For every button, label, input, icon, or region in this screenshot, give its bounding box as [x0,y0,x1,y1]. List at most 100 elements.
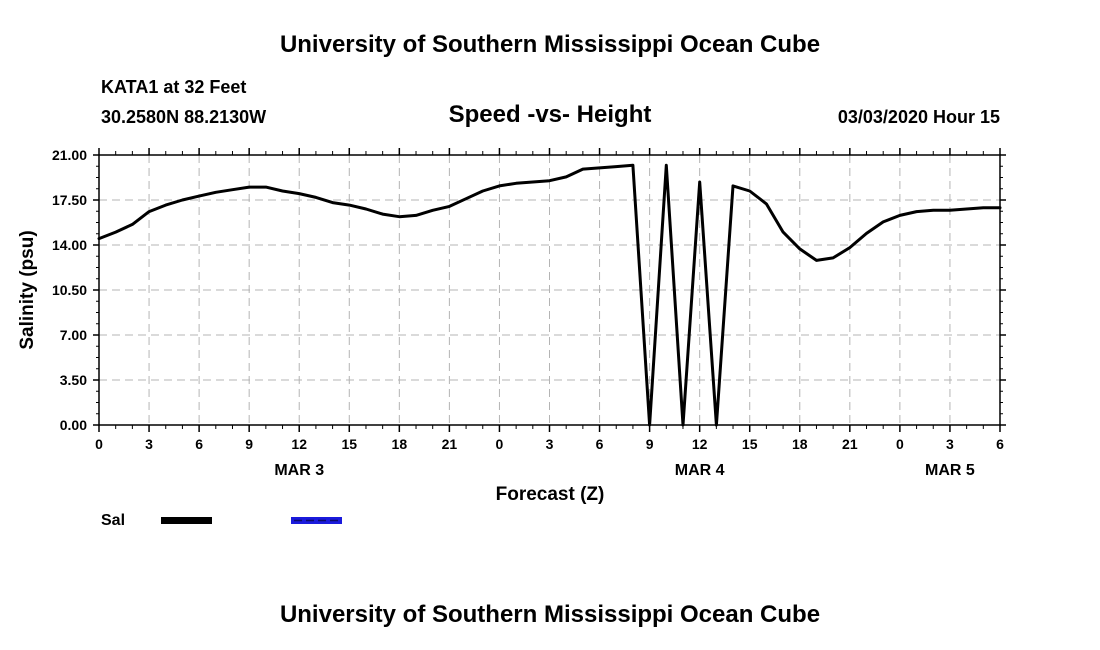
data-point [815,259,817,261]
data-point [382,213,384,215]
data-point [98,238,100,240]
x-tick-label: 3 [546,436,554,452]
data-point [131,223,133,225]
x-tick-label: 12 [291,436,307,452]
data-point [565,176,567,178]
data-point [682,424,684,426]
x-tick-label: 9 [646,436,654,452]
y-tick-label: 10.50 [52,282,87,298]
data-point [348,204,350,206]
grid-lines [99,155,1000,425]
x-day-label: MAR 4 [675,462,725,479]
chart-title: Speed -vs- Height [448,101,652,128]
data-point [549,180,551,182]
data-point [231,189,233,191]
data-point [582,168,584,170]
data-point [799,248,801,250]
data-point [365,208,367,210]
data-point [282,190,284,192]
x-tick-label: 3 [946,436,954,452]
x-tick-label: 18 [392,436,408,452]
data-point [165,204,167,206]
data-point [148,211,150,213]
data-point [732,185,734,187]
x-tick-label: 0 [896,436,904,452]
data-point [832,257,834,259]
data-point [982,207,984,209]
x-tick-label: 0 [95,436,103,452]
data-point [765,203,767,205]
x-tick-label: 18 [792,436,808,452]
y-tick-label: 21.00 [52,147,87,163]
y-tick-label: 3.50 [60,372,87,388]
x-tick-label: 21 [842,436,858,452]
x-tick-label: 15 [742,436,758,452]
footer-title: University of Southern Mississippi Ocean… [279,601,821,628]
data-point [749,190,751,192]
x-tick-label: 9 [245,436,253,452]
series-points [98,164,1001,426]
data-point [315,196,317,198]
data-point [215,191,217,193]
data-point [115,231,117,233]
x-day-label: MAR 3 [274,462,324,479]
data-point [632,164,634,166]
x-tick-label: 15 [341,436,357,452]
data-point [849,247,851,249]
series-line-sal [97,163,1002,427]
data-point [465,198,467,200]
legend-swatch-sal [161,517,212,524]
data-point [432,209,434,211]
y-axis-title: Salinity (psu) [17,230,38,349]
x-tick-label: 6 [996,436,1004,452]
x-axis-title: Forecast (Z) [496,484,605,505]
data-point [899,214,901,216]
data-point [916,211,918,213]
data-point [398,216,400,218]
x-tick-label: 21 [442,436,458,452]
data-point [448,205,450,207]
legend-swatch-dashed [291,517,342,524]
x-tick-label: 0 [496,436,504,452]
data-point [181,199,183,201]
y-tick-label: 14.00 [52,237,87,253]
y-tick-label: 0.00 [60,417,87,433]
data-point [665,164,667,166]
station-label: KATA1 at 32 Feet [101,77,247,97]
station-coordinates: 30.2580N 88.2130W [101,107,267,127]
x-tick-label: 6 [195,436,203,452]
data-point [882,221,884,223]
axis-labels: 0.00 3.50 7.00 10.50 14.00 17.50 21.00 0 3 6 9 12 15… [52,147,1004,479]
data-point [932,209,934,211]
data-point [949,209,951,211]
data-point [298,193,300,195]
data-point [198,195,200,197]
data-point [615,166,617,168]
x-tick-label: 3 [145,436,153,452]
x-tick-label: 12 [692,436,708,452]
y-tick-label: 17.50 [52,192,87,208]
data-point [498,185,500,187]
legend-label-sal: Sal [101,512,125,529]
data-point [715,424,717,426]
data-point [866,232,868,234]
data-point [415,214,417,216]
plot-frame [98,154,1001,426]
data-point [649,424,651,426]
data-point [332,202,334,204]
data-point [248,186,250,188]
data-point [966,208,968,210]
y-tick-label: 7.00 [60,327,87,343]
page-title: University of Southern Mississippi Ocean… [279,31,821,58]
x-tick-label: 6 [596,436,604,452]
data-point [515,182,517,184]
data-point [482,190,484,192]
data-point [999,207,1001,209]
data-point [782,231,784,233]
data-point [599,167,601,169]
data-point [699,181,701,183]
x-day-label: MAR 5 [925,462,975,479]
data-point [532,181,534,183]
forecast-datetime: 03/03/2020 Hour 15 [837,107,1000,127]
